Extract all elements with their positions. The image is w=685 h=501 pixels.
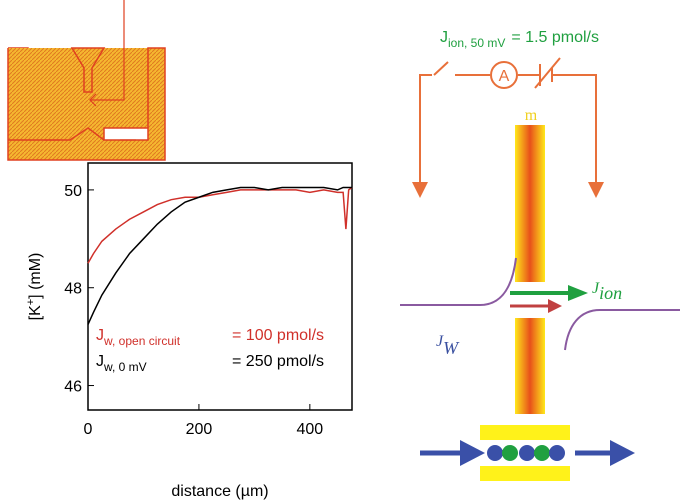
- value: = 1.5 pmol/s: [511, 29, 599, 46]
- plot-frame: [87, 162, 353, 411]
- current-label: Jion, 50 mV = 1.5 pmol/s: [440, 29, 599, 50]
- electrode: [44, 0, 136, 141]
- flow-arrow: [460, 440, 485, 466]
- annotation-value: = 250 pmol/s: [232, 353, 324, 370]
- y-tick-label: 46: [64, 379, 82, 396]
- label-part: [K: [27, 305, 44, 320]
- symbol: J: [436, 333, 444, 350]
- symbol: J: [96, 327, 104, 344]
- molecules: [487, 445, 565, 461]
- y-tick-label: 50: [64, 183, 82, 200]
- subscript: ion, 50 mV: [448, 36, 505, 50]
- y-tick-label: 48: [64, 281, 82, 298]
- water-arrow: [548, 299, 562, 313]
- annotation: Jw, open circuit: [96, 327, 181, 348]
- symbol: J: [592, 280, 600, 297]
- series-line: [87, 186, 353, 264]
- membrane: [515, 125, 545, 282]
- circuit: [412, 57, 604, 198]
- symbol: J: [96, 353, 104, 370]
- flow-arrow: [610, 440, 635, 466]
- ion-arrow: [568, 285, 588, 301]
- x-tick-label: 200: [186, 421, 213, 438]
- subscript: w, open circuit: [103, 334, 181, 348]
- series-line: [87, 186, 352, 325]
- ion-flux-label: Jion: [592, 280, 622, 303]
- annotation: Jw, 0 mV: [96, 353, 147, 374]
- membrane: [515, 318, 545, 414]
- subscript: W: [443, 338, 460, 358]
- water-profile: [400, 257, 680, 351]
- label-part: ] (mM): [27, 253, 44, 299]
- y-axis-label: [K+] (mM): [25, 253, 44, 321]
- subscript: w, 0 mV: [103, 360, 147, 374]
- x-axis-label: distance (µm): [171, 483, 268, 500]
- symbol: J: [440, 29, 448, 46]
- membrane-label: m: [525, 107, 538, 124]
- ammeter-label: A: [499, 68, 510, 85]
- subscript: ion: [599, 283, 622, 303]
- annotation-value: = 100 pmol/s: [232, 327, 324, 344]
- x-tick-label: 0: [84, 421, 93, 438]
- water-flux-label: JW: [436, 333, 460, 358]
- x-tick-label: 400: [296, 421, 323, 438]
- chart: 46 48 50 0 200 400 distance (µm) [K+] (mM) Jw, o…: [25, 162, 353, 500]
- chamber-schematic: [7, 47, 166, 161]
- label-sup: +: [25, 299, 37, 305]
